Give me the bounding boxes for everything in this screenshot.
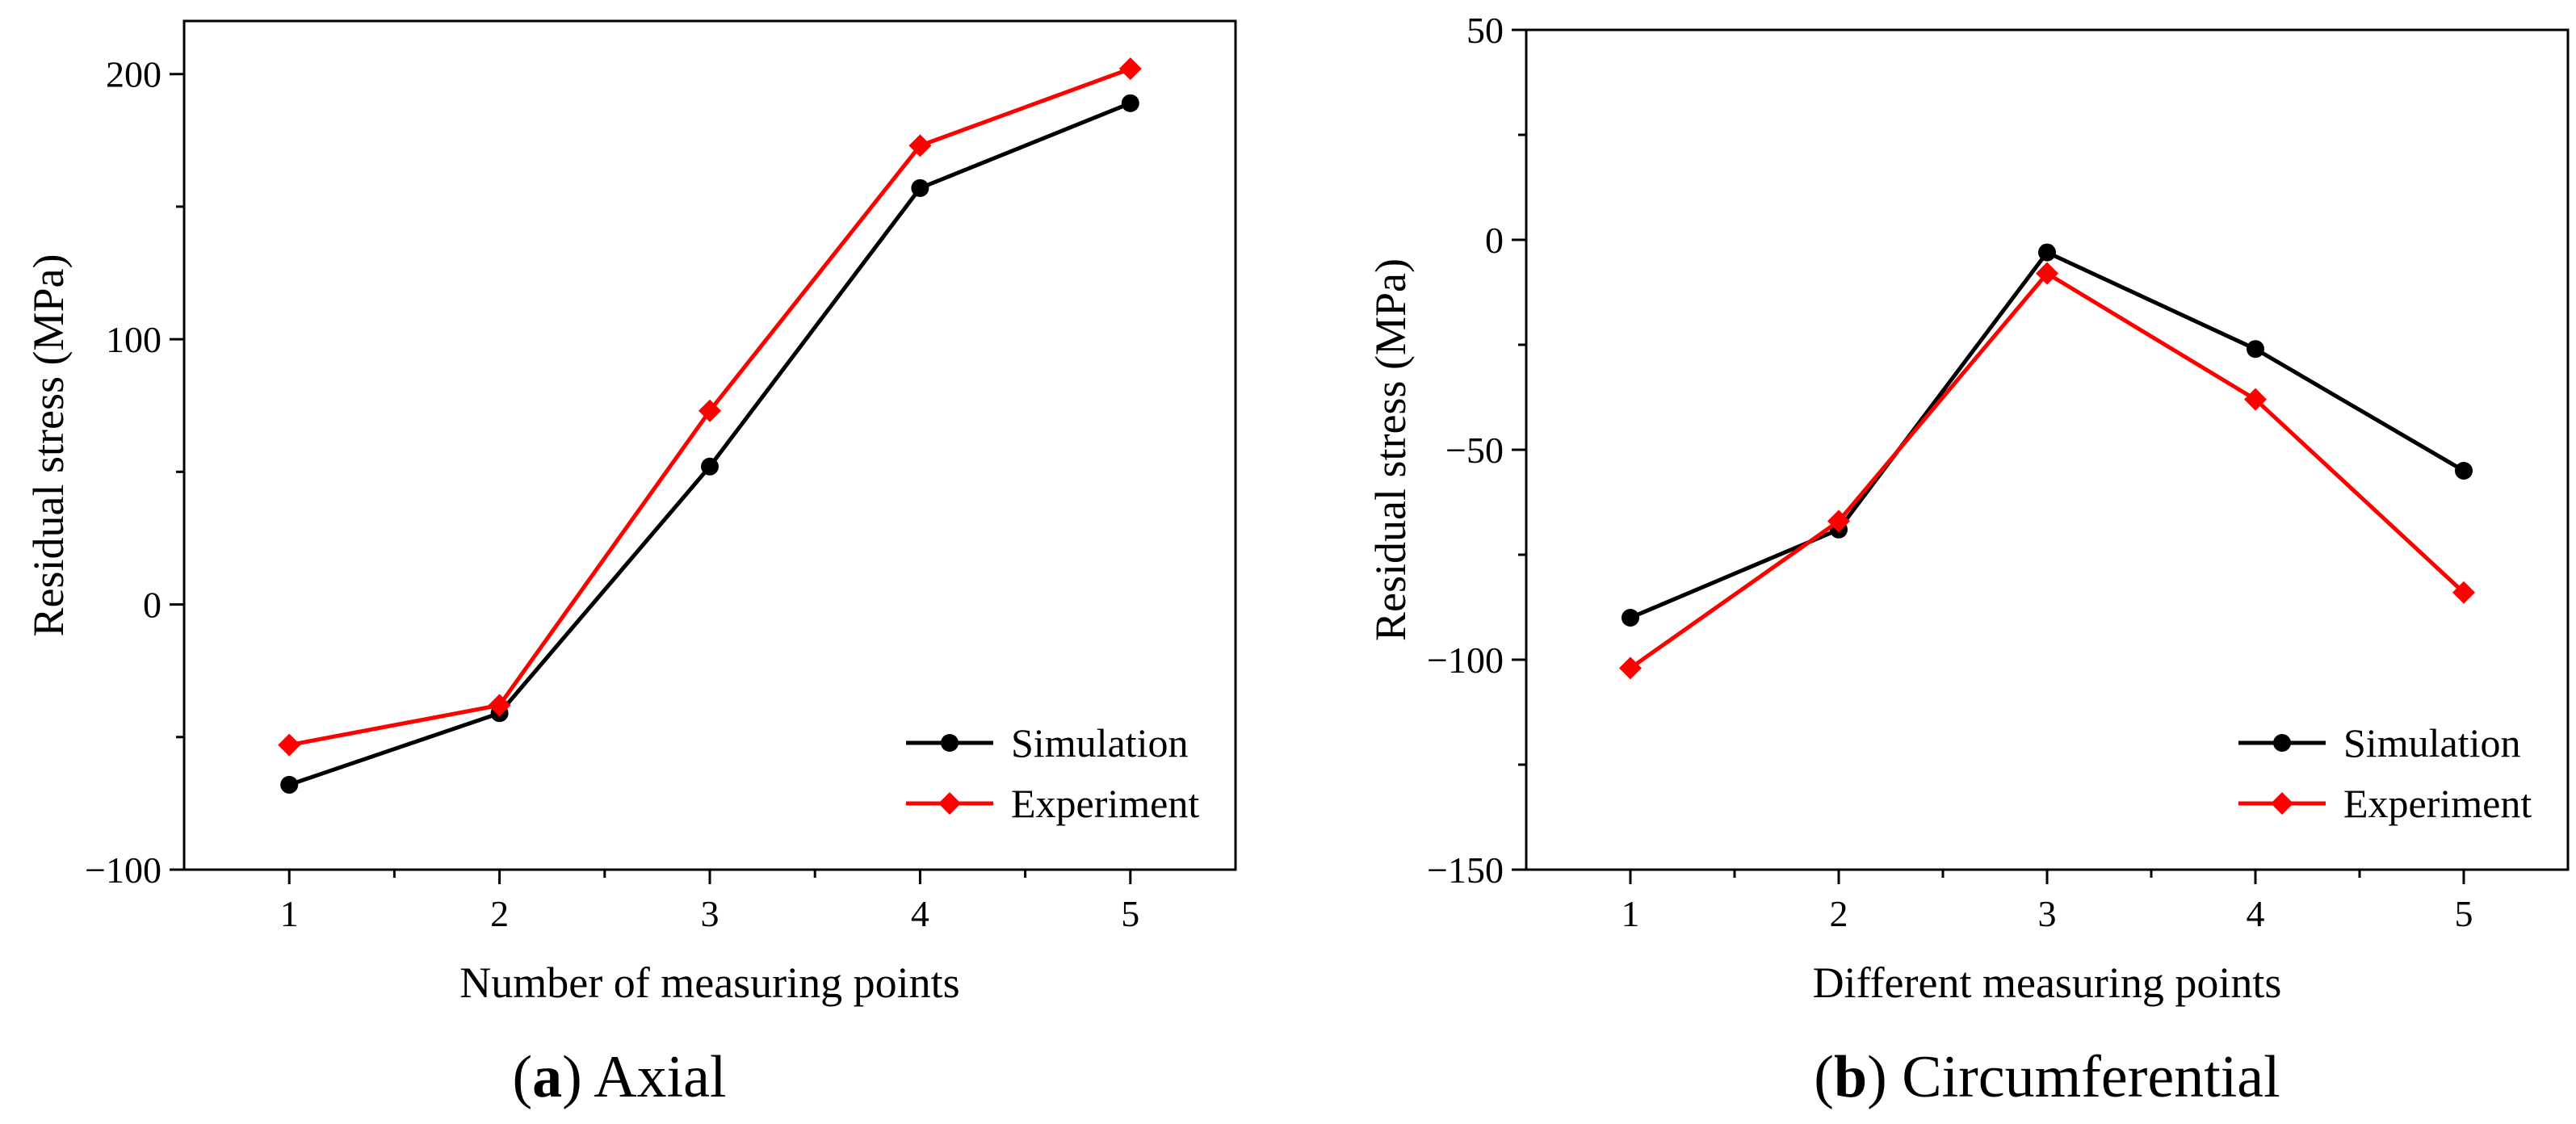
- y-tick-label: 50: [1466, 10, 1504, 51]
- data-point-simulation: [2455, 462, 2473, 480]
- y-tick-label: 100: [106, 319, 162, 360]
- y-tick-label: −100: [1427, 640, 1504, 681]
- caption-text-axial: Axial: [594, 1044, 726, 1110]
- data-point-simulation: [1622, 609, 1639, 627]
- x-tick-label: 2: [1830, 893, 1848, 934]
- panel-circumferential: −150 −100 −50 0 50 1 2 3 4 5 Simulation Experimen…: [1366, 10, 2570, 1110]
- x-axis-title-circumferential: Different measuring points: [1813, 958, 2282, 1007]
- y-tick-label: −150: [1427, 849, 1504, 891]
- x-tick-label: 1: [280, 893, 299, 934]
- x-tick-label: 4: [2247, 893, 2265, 934]
- panel-axial: −100 0 100 200 1 2 3 4 5 Simulation Experiment N…: [24, 19, 1237, 1110]
- x-tick-label: 1: [1622, 893, 1640, 934]
- data-point-simulation: [280, 775, 299, 794]
- legend-label-simulation: Simulation: [1011, 720, 1188, 765]
- legend-marker-simulation: [941, 734, 959, 752]
- caption-circumferential: (b) Circumferential: [1814, 1044, 2280, 1110]
- legend-axial: Simulation Experiment: [906, 720, 1199, 826]
- data-point-simulation: [2247, 340, 2264, 359]
- x-tick-label: 5: [2455, 893, 2473, 934]
- caption-letter-a: a: [532, 1044, 562, 1110]
- legend-marker-experiment: [938, 792, 961, 815]
- x-tick-label: 5: [1121, 893, 1139, 934]
- legend-marker-experiment: [2271, 792, 2293, 815]
- legend-label-experiment: Experiment: [2343, 781, 2532, 826]
- x-tick-label: 3: [2038, 893, 2057, 934]
- data-point-simulation: [2038, 243, 2056, 262]
- data-point-experiment: [1619, 656, 1642, 680]
- legend-marker-simulation: [2273, 734, 2291, 752]
- data-point-experiment: [1827, 510, 1850, 533]
- y-axis-title-axial: Residual stress (MPa): [24, 254, 73, 637]
- series-line-simulation: [288, 101, 1131, 787]
- x-axis-title-axial: Number of measuring points: [459, 958, 959, 1007]
- y-tick-label: −100: [85, 849, 162, 891]
- legend-label-simulation: Simulation: [2343, 720, 2520, 765]
- data-point-experiment: [2452, 581, 2475, 604]
- series-line-simulation: [1630, 250, 2465, 620]
- data-point-experiment: [488, 694, 511, 717]
- caption-axial: (a) Axial: [512, 1044, 726, 1110]
- data-point-experiment: [2036, 262, 2058, 285]
- y-tick-label: 200: [106, 54, 162, 95]
- caption-text-circumferential: Circumferential: [1902, 1044, 2280, 1110]
- y-tick-label: 0: [1485, 220, 1504, 261]
- data-point-experiment: [908, 134, 932, 157]
- data-point-simulation: [701, 457, 719, 476]
- x-tick-label: 2: [490, 893, 509, 934]
- data-point-simulation: [1121, 94, 1139, 112]
- y-tick-label: −50: [1445, 430, 1504, 471]
- caption-letter-b: b: [1834, 1044, 1867, 1110]
- data-point-experiment: [1118, 57, 1142, 81]
- data-point-experiment: [2244, 388, 2267, 411]
- legend-label-experiment: Experiment: [1011, 781, 1199, 826]
- data-point-experiment: [699, 399, 721, 422]
- y-tick-label: 0: [143, 585, 162, 626]
- series-line-experiment: [1629, 271, 2465, 670]
- x-tick-label: 4: [911, 893, 929, 934]
- data-point-simulation: [911, 178, 929, 197]
- data-point-experiment: [278, 733, 301, 757]
- y-axis-title-circumferential: Residual stress (MPa): [1366, 258, 1415, 641]
- legend-circumferential: Simulation Experiment: [2238, 720, 2532, 826]
- x-tick-label: 3: [701, 893, 720, 934]
